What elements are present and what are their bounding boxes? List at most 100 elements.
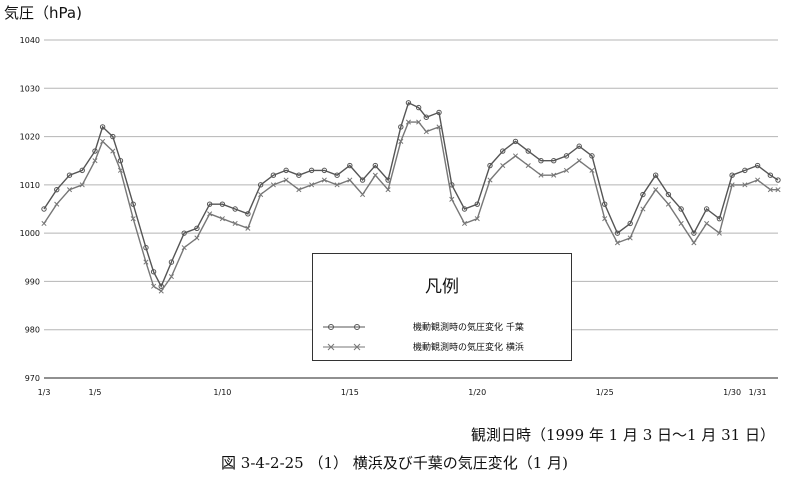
data-point (436, 109, 442, 116)
data-point (100, 138, 106, 144)
data-point (423, 114, 429, 120)
data-point (270, 182, 276, 188)
data-point (92, 158, 98, 164)
data-point (538, 172, 544, 178)
legend-item-yokohama: 機動観測時の気圧変化 横浜 (323, 340, 524, 353)
y-tick-label: 1040 (20, 36, 40, 45)
data-point (703, 206, 710, 212)
data-point (754, 162, 761, 169)
data-point (232, 220, 238, 227)
data-point (461, 220, 468, 227)
data-point (283, 167, 289, 174)
data-point (525, 162, 531, 169)
data-point (729, 172, 735, 178)
data-point (245, 225, 251, 231)
data-point (691, 230, 697, 236)
data-point (551, 172, 557, 178)
data-point (151, 283, 157, 289)
y-tick-label: 1020 (20, 133, 40, 142)
data-point (474, 201, 480, 207)
x-tick-label: 1/31 (749, 388, 767, 397)
data-point (194, 235, 200, 241)
data-point (640, 191, 646, 198)
legend-title: 凡例 (425, 277, 459, 297)
figure-caption: 図 3-4-2-25 （1） 横浜及び千葉の気圧変化（1 月) (221, 454, 568, 472)
data-point (775, 177, 781, 183)
data-point (181, 230, 187, 236)
data-point (372, 162, 379, 169)
y-tick-label: 1030 (20, 84, 40, 93)
x-axis-label: 観測日時（1999 年 1 月 3 日～1 月 31 日） (470, 426, 775, 444)
data-point (347, 162, 353, 169)
data-point (257, 182, 264, 188)
x-tick-label: 1/15 (341, 388, 359, 397)
x-tick-label: 1/5 (89, 388, 102, 397)
data-point (742, 167, 748, 174)
data-point (54, 201, 60, 207)
data-point (309, 182, 315, 188)
data-point (232, 206, 238, 212)
data-point (207, 211, 213, 217)
data-point (130, 216, 136, 222)
y-tick-label: 980 (25, 326, 40, 335)
data-point (474, 216, 480, 222)
data-point (500, 148, 506, 154)
data-point (245, 211, 251, 217)
y-tick-label: 1010 (20, 181, 40, 190)
data-point (110, 148, 116, 154)
data-point (640, 206, 646, 212)
data-point (767, 187, 773, 193)
series-line (43, 101, 779, 288)
data-point (691, 240, 697, 246)
x-tick-label: 1/10 (213, 388, 231, 397)
data-point (716, 215, 723, 222)
data-point (576, 143, 582, 149)
data-point (563, 167, 570, 173)
data-point (206, 201, 213, 207)
legend: 凡例 機動観測時の気圧変化 千葉 機動観測時の気圧変化 横浜 (312, 253, 572, 361)
x-tick-label: 1/3 (38, 388, 51, 397)
data-point (385, 187, 391, 193)
data-point (219, 216, 225, 222)
data-point (41, 220, 47, 227)
x-tick-label: 1/20 (468, 388, 486, 397)
legend-label-chiba: 機動観測時の気圧変化 千葉 (413, 323, 524, 333)
data-point (158, 283, 164, 289)
data-point (563, 153, 570, 159)
data-point (321, 167, 328, 174)
legend-label-yokohama: 機動観測時の気圧変化 横浜 (413, 343, 524, 353)
data-point (92, 148, 98, 154)
data-point (158, 288, 164, 294)
data-point (589, 167, 595, 173)
data-point (405, 100, 412, 106)
legend-swatch-yokohama (323, 342, 365, 352)
data-point (41, 206, 47, 212)
data-point (512, 138, 519, 145)
data-point (143, 259, 149, 265)
data-point (181, 245, 187, 251)
data-point (678, 220, 684, 227)
data-point (308, 167, 315, 174)
data-point (168, 259, 175, 265)
data-point (194, 225, 200, 232)
data-point (716, 230, 722, 236)
data-point (79, 182, 85, 188)
data-point (627, 235, 633, 241)
data-point (130, 201, 136, 207)
data-point (742, 182, 748, 188)
x-tick-label: 1/30 (723, 388, 741, 397)
data-point (296, 187, 302, 193)
data-point (729, 182, 735, 188)
data-point (653, 187, 659, 193)
data-point (589, 153, 595, 159)
y-tick-label: 990 (25, 277, 40, 286)
data-point (405, 119, 412, 125)
data-point (487, 162, 493, 169)
data-point (117, 158, 124, 164)
data-point (143, 244, 149, 251)
data-point (449, 196, 455, 202)
data-point (415, 104, 422, 111)
legend-swatch-chiba (323, 322, 365, 332)
data-point (775, 187, 781, 193)
